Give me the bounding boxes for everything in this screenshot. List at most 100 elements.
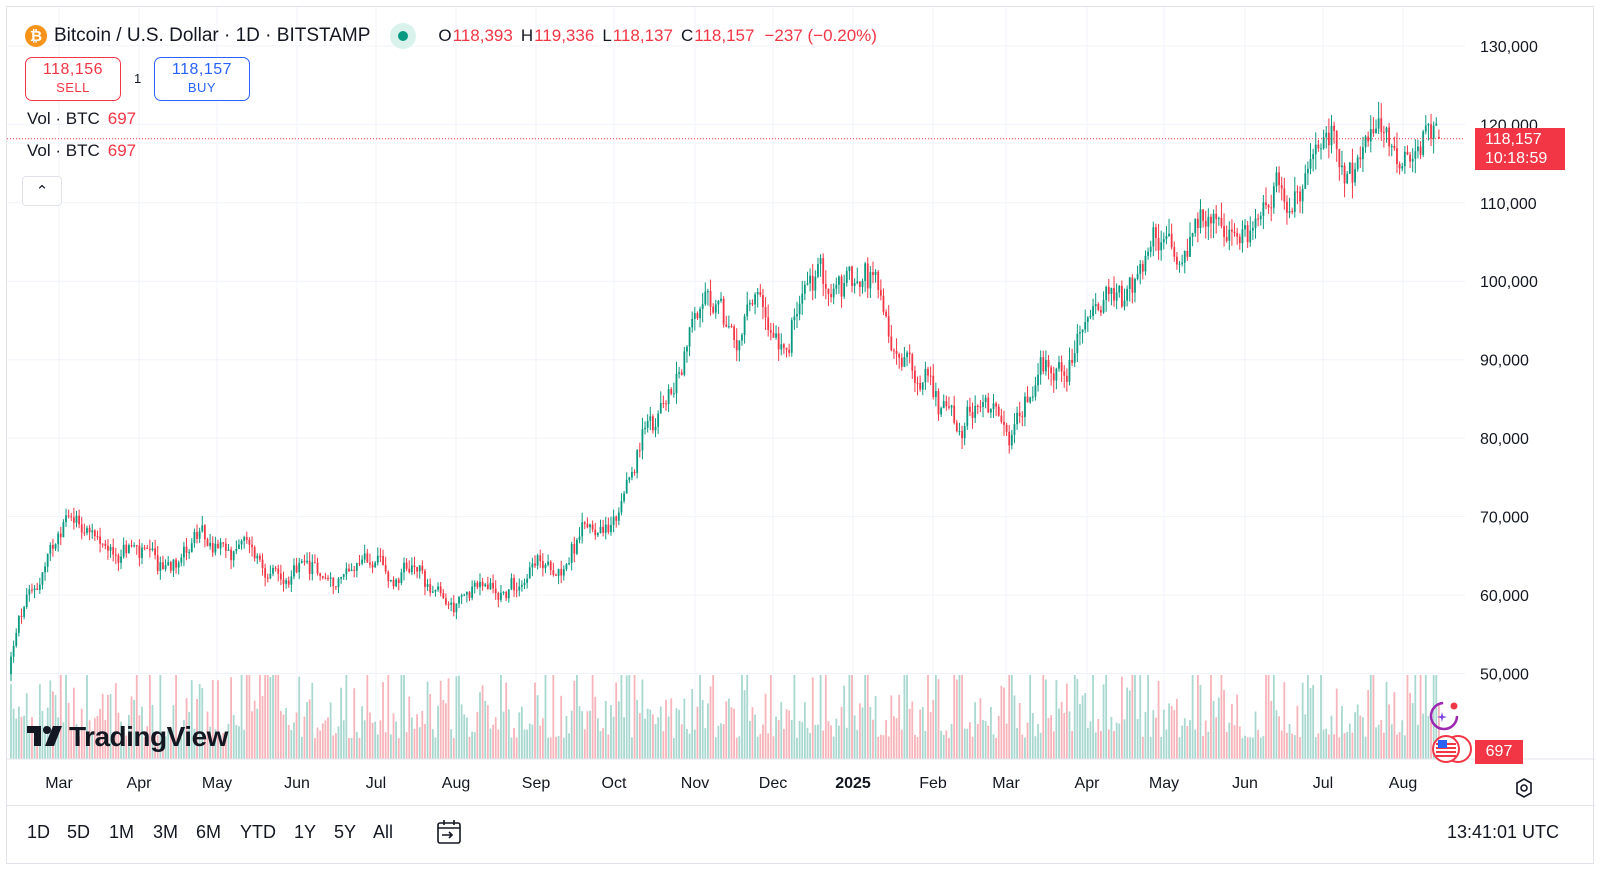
volume-bar: [431, 729, 434, 759]
utc-clock[interactable]: 13:41:01 UTC: [1446, 822, 1559, 842]
range-5y[interactable]: 5Y: [334, 822, 357, 842]
volume-bar: [1362, 717, 1364, 759]
candle-body: [277, 568, 280, 574]
chart-settings-icon[interactable]: [1513, 777, 1535, 799]
volume-bar: [1265, 675, 1267, 759]
volume-bar: [1031, 713, 1034, 759]
candle-body: [222, 542, 225, 544]
candle-body: [78, 515, 81, 525]
volume-bar: [366, 675, 369, 759]
buy-button[interactable]: 118,157 BUY: [154, 57, 250, 101]
candle-body: [1327, 132, 1330, 146]
candle-body: [565, 564, 568, 570]
volume-bar: [1244, 735, 1246, 759]
candle-body: [536, 555, 539, 566]
volume-bar: [877, 736, 880, 759]
candle-body: [1220, 217, 1223, 227]
range-all[interactable]: All: [373, 822, 394, 842]
candle-body: [473, 582, 476, 587]
candle-body: [1068, 359, 1071, 382]
candle-body: [1312, 154, 1315, 160]
symbol-title[interactable]: Bitcoin / U.S. Dollar · 1D · BITSTAMP: [54, 25, 371, 46]
volume-bar: [211, 679, 214, 759]
candle-body: [1369, 129, 1372, 142]
collapse-legend-button[interactable]: ⌃: [22, 176, 62, 206]
volume-bar: [1351, 732, 1354, 759]
range-6m[interactable]: 6M: [196, 822, 222, 842]
volume-bar: [293, 722, 295, 759]
candle-body: [274, 567, 277, 569]
candle-body: [1202, 209, 1204, 221]
candle-body: [1136, 273, 1139, 279]
volume-bar: [785, 709, 788, 759]
chart-canvas[interactable]: 50,00060,00070,00080,00090,000100,000110…: [7, 7, 1595, 805]
candle-body: [282, 579, 285, 584]
volume-bar: [914, 734, 916, 759]
open-label: O: [438, 26, 452, 45]
volume-bar: [824, 675, 827, 759]
volume-bar: [1432, 675, 1435, 759]
candle-body: [316, 562, 319, 574]
volume-bar: [355, 731, 358, 759]
candle-body: [1411, 158, 1414, 162]
candle-body: [314, 562, 316, 564]
range-5d[interactable]: 5D: [67, 822, 91, 842]
candle-body: [898, 353, 901, 358]
volume-bar: [138, 715, 141, 759]
time-axis-label: Apr: [127, 775, 153, 792]
candle-body: [1157, 238, 1160, 251]
volume-bar: [49, 680, 52, 759]
volume-bar: [809, 733, 811, 759]
volume-bar: [494, 717, 497, 759]
candle-body: [822, 258, 825, 284]
volume-bar: [345, 675, 348, 759]
candle-body: [1296, 191, 1299, 193]
volume-bar: [984, 720, 987, 759]
range-1m[interactable]: 1M: [109, 822, 135, 842]
bottom-toolbar: 1D 5D 1M 3M 6M YTD 1Y 5Y All 13:41:01 UT…: [7, 805, 1595, 863]
candle-body: [798, 303, 801, 315]
ai-assistant-icon[interactable]: [1427, 699, 1461, 733]
volume-bar: [549, 737, 552, 759]
candle-body: [843, 282, 846, 297]
candle-body: [667, 389, 670, 405]
volume-bar: [1312, 685, 1315, 759]
volume-bar: [555, 736, 557, 759]
candle-body: [141, 547, 143, 558]
candle-body: [704, 291, 707, 305]
volume-legend[interactable]: Vol · BTC 697: [27, 109, 136, 129]
sell-button[interactable]: 118,156 SELL: [25, 57, 121, 101]
volume-bar: [460, 704, 463, 759]
volume-bar: [594, 696, 597, 759]
volume-bar: [811, 677, 814, 759]
volume-bar: [505, 682, 508, 759]
volume-bar: [392, 713, 395, 759]
volume-bar: [314, 737, 316, 759]
volume-bar: [526, 729, 529, 759]
candle-body: [418, 565, 421, 572]
candle-body: [38, 584, 41, 590]
range-ytd[interactable]: YTD: [240, 822, 276, 842]
order-quantity[interactable]: 1: [134, 71, 142, 86]
candle-body: [1317, 144, 1320, 149]
candle-body: [623, 493, 625, 502]
go-to-date-icon[interactable]: [435, 818, 463, 846]
volume-bar: [1236, 694, 1239, 759]
volume-bar: [416, 714, 418, 759]
range-3m[interactable]: 3M: [153, 822, 179, 842]
currency-flag-icon[interactable]: [1432, 734, 1472, 764]
candle-body: [864, 263, 867, 281]
market-status-icon[interactable]: [390, 23, 417, 49]
volume-legend[interactable]: Vol · BTC 697: [27, 141, 136, 161]
tradingview-logo[interactable]: TradingView: [27, 721, 228, 753]
candle-body: [1299, 191, 1301, 202]
candle-body: [188, 552, 191, 554]
range-1d[interactable]: 1D: [27, 822, 51, 842]
volume-bar: [872, 719, 874, 759]
range-1y[interactable]: 1Y: [294, 822, 317, 842]
volume-bar: [12, 708, 15, 759]
volume-bar: [1359, 715, 1362, 759]
last-price-label: 118,157 10:18:59: [1475, 128, 1565, 170]
volume-bar: [23, 715, 25, 759]
volume-bar: [557, 735, 560, 759]
